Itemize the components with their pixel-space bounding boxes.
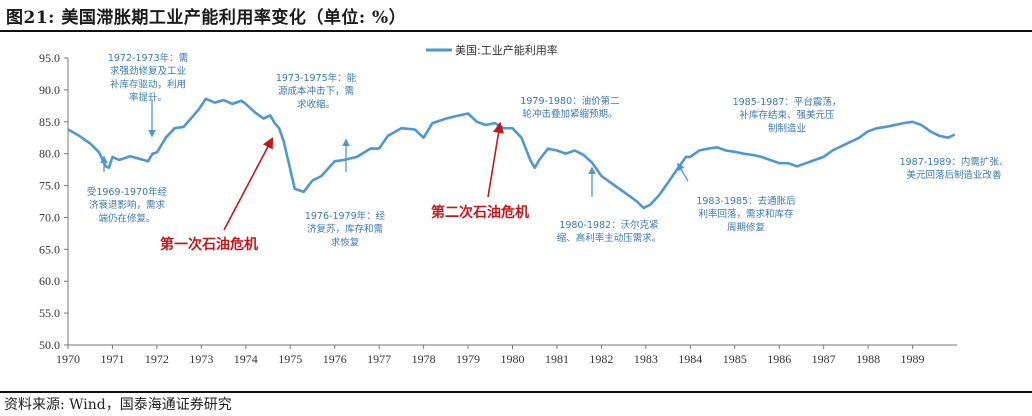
event-markers: 第一次石油危机 第二次石油危机 <box>160 121 529 253</box>
annotation-line: 端仍在修复。 <box>98 212 155 224</box>
annotation-3: 1985-1987：平台震荡，补库存结束、强美元压制制造业 <box>733 96 842 134</box>
annotation-line: 受1969-1970年经 <box>87 186 168 198</box>
legend: 美国:工业产能利用率 <box>426 43 558 57</box>
annotation-8: 1983-1985：去通胀后利率回落，需求和库存周期修复 <box>696 195 796 233</box>
x-tick-label: 1986 <box>767 352 791 366</box>
oil-crisis-arrow <box>487 121 505 198</box>
top-rule <box>0 30 1032 32</box>
y-tick-label: 85.0 <box>39 115 60 129</box>
annotation-2: 1979-1980：油价第二轮冲击叠加紧缩预期。 <box>520 95 619 120</box>
annotation-line: 补库存驱动，利用 <box>110 78 186 90</box>
annotation-line: 求强劲修复及工业 <box>110 65 186 77</box>
annotation-line: 济复苏，库存和需 <box>307 223 383 235</box>
tick-labels: 50.0 55.0 60.0 65.0 70.0 75.0 80.0 85.0 90.0 95.0… <box>39 51 925 366</box>
series-line-0 <box>67 97 956 210</box>
capacity-utilization-chart: 50.0 55.0 60.0 65.0 70.0 75.0 80.0 85.0 90.0 95.0… <box>39 43 1009 366</box>
y-tick-label: 70.0 <box>39 210 60 224</box>
x-tick-label: 1981 <box>545 352 569 366</box>
annotation-line: 补库存结束、强美元压 <box>739 109 835 121</box>
x-tick-label: 1980 <box>501 352 525 366</box>
annotation-1: 1973-1975年：能源成本冲击下，需求收缩。 <box>276 72 357 110</box>
annotation-line: 1983-1985：去通胀后 <box>696 195 796 207</box>
y-tick-label: 50.0 <box>39 338 60 352</box>
annotation-line: 1980-1982：沃尔克紧 <box>559 219 658 231</box>
x-tick-label: 1972 <box>145 352 169 366</box>
bottom-rule <box>0 391 1032 393</box>
y-tick-label: 65.0 <box>39 242 60 256</box>
annotation-line: 1976-1979年：经 <box>305 210 386 222</box>
x-tick-label: 1987 <box>812 352 836 366</box>
annotation-5: 受1969-1970年经济衰退影响，需求端仍在修复。 <box>87 186 168 224</box>
x-tick-label: 1970 <box>56 352 80 366</box>
x-tick-label: 1988 <box>856 352 880 366</box>
y-tick-label: 75.0 <box>39 179 60 193</box>
annotation-line: 1985-1987：平台震荡， <box>733 96 842 108</box>
x-tick-label: 1976 <box>323 352 347 366</box>
annotation-line: 美元回落后制造业改善 <box>906 169 1002 181</box>
annotation-4: 1987-1989：内需扩张、美元回落后制造业改善 <box>900 156 1009 181</box>
x-tick-label: 1978 <box>412 352 436 366</box>
x-tick-label: 1985 <box>723 352 747 366</box>
x-tick-label: 1971 <box>100 352 124 366</box>
annotation-7: 1980-1982：沃尔克紧缩、高利率主动压需求。 <box>557 219 662 244</box>
y-tick-label: 80.0 <box>39 147 60 161</box>
annotation-line: 源成本冲击下，需 <box>278 85 354 97</box>
annotation-line: 济衰退影响，需求 <box>89 199 166 211</box>
annotation-line: 制制造业 <box>768 122 806 134</box>
x-tick-label: 1984 <box>678 352 702 366</box>
source-note: 资料来源: Wind，国泰海通证券研究 <box>4 397 232 413</box>
y-tick-label: 55.0 <box>39 306 60 320</box>
y-tick-label: 95.0 <box>39 51 60 65</box>
annotation-line: 求收缩。 <box>297 98 335 110</box>
annotation-line: 1979-1980：油价第二 <box>520 95 619 107</box>
axes <box>64 57 957 349</box>
legend-label: 美国:工业产能利用率 <box>455 43 558 57</box>
x-tick-label: 1977 <box>367 352 391 366</box>
annotation-line: 周期修复 <box>727 221 766 233</box>
annotation-line: 缩、高利率主动压需求。 <box>557 232 662 244</box>
x-tick-label: 1983 <box>634 352 658 366</box>
x-tick-label: 1975 <box>278 352 302 366</box>
oil-crisis-arrow <box>223 137 274 231</box>
x-tick-label: 1989 <box>901 352 925 366</box>
x-tick-label: 1974 <box>234 352 258 366</box>
annotation-line: 利率回落，需求和库存 <box>698 208 794 220</box>
x-tick-label: 1973 <box>189 352 213 366</box>
annotations: 1972-1973年：需求强劲修复及工业补库存驱动，利用率提升。 1973-197… <box>87 52 1009 248</box>
annotation-6: 1976-1979年：经济复苏，库存和需求恢复 <box>305 210 386 248</box>
annotation-line: 轮冲击叠加紧缩预期。 <box>522 108 617 120</box>
figure-title: 图21: 美国滞胀期工业产能利用率变化（单位: %） <box>6 8 407 28</box>
y-tick-label: 90.0 <box>39 83 60 97</box>
annotation-line: 率提升。 <box>129 92 167 104</box>
annotation-line: 1973-1975年：能 <box>276 72 357 84</box>
annotation-0: 1972-1973年：需求强劲修复及工业补库存驱动，利用率提升。 <box>108 52 188 104</box>
annotation-line: 1972-1973年：需 <box>108 52 188 64</box>
annotation-line: 求恢复 <box>331 236 360 248</box>
x-tick-label: 1979 <box>456 352 480 366</box>
annotation-arrow <box>677 162 689 182</box>
series-layer <box>67 97 956 210</box>
annotation-line: 1987-1989：内需扩张、 <box>900 156 1009 168</box>
x-tick-label: 1982 <box>589 352 613 366</box>
oil-crisis-label: 第一次石油危机 <box>160 236 258 253</box>
y-tick-label: 60.0 <box>39 274 60 288</box>
oil-crisis-label: 第二次石油危机 <box>431 204 529 221</box>
